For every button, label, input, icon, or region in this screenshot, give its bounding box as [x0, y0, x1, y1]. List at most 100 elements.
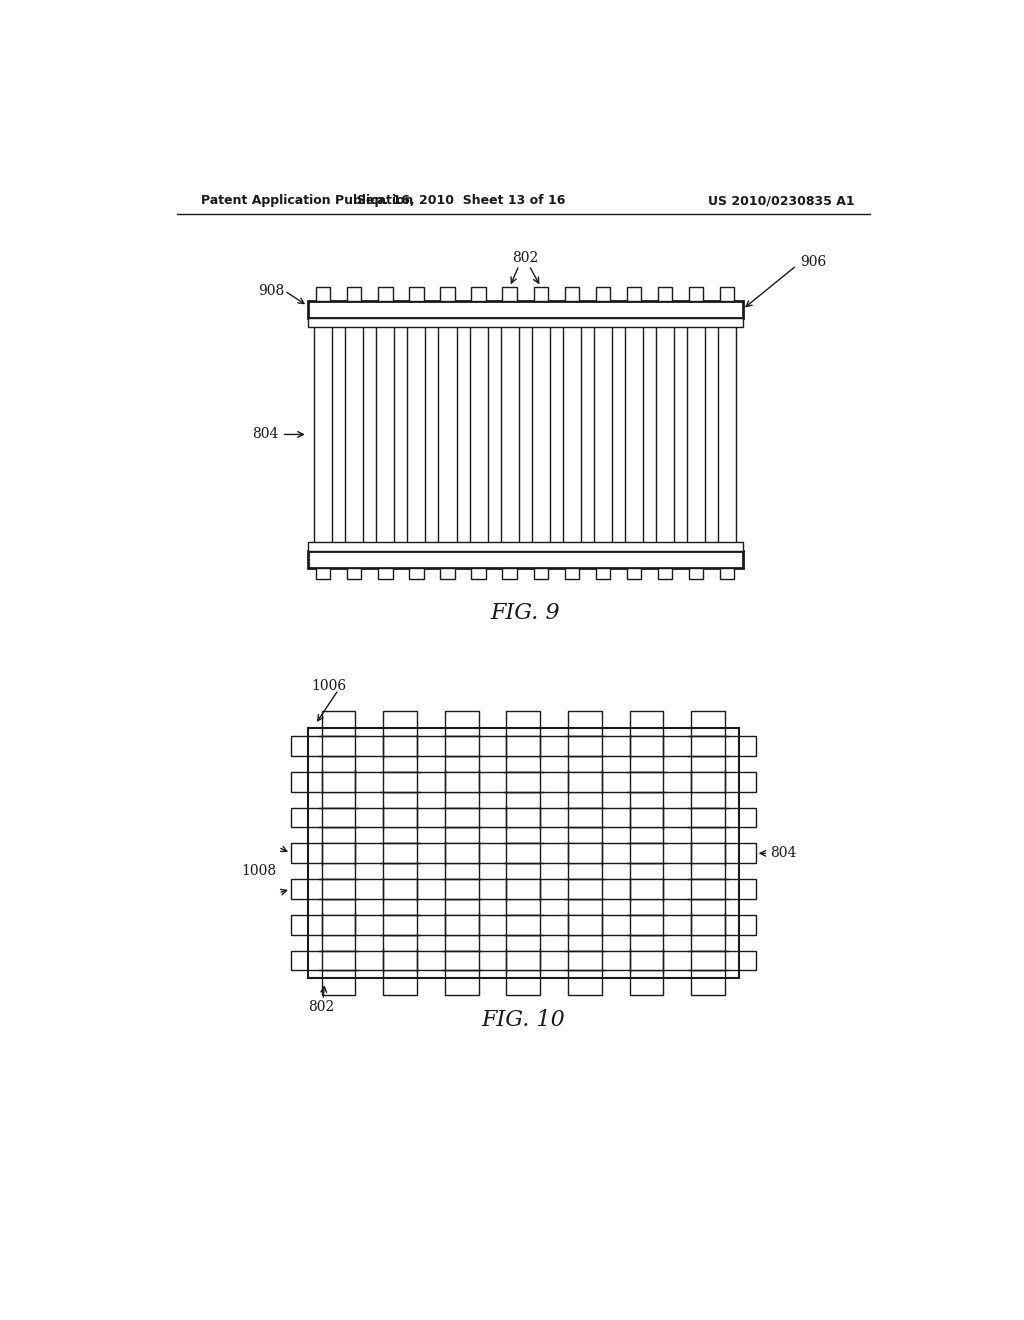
Bar: [506, 808, 541, 828]
Bar: [322, 843, 355, 863]
Text: Sep. 16, 2010  Sheet 13 of 16: Sep. 16, 2010 Sheet 13 of 16: [357, 194, 566, 207]
Bar: [691, 772, 725, 792]
Text: Patent Application Publication: Patent Application Publication: [202, 194, 414, 207]
Bar: [501, 318, 519, 552]
Bar: [378, 286, 392, 301]
Bar: [506, 915, 541, 935]
Bar: [383, 879, 417, 899]
Bar: [506, 950, 541, 970]
Bar: [410, 568, 424, 578]
Bar: [307, 301, 742, 318]
Bar: [630, 950, 664, 970]
Text: 804: 804: [770, 846, 796, 861]
Bar: [322, 843, 355, 863]
Bar: [503, 286, 517, 301]
Bar: [691, 711, 725, 995]
Bar: [378, 568, 392, 578]
Bar: [568, 737, 602, 756]
Bar: [383, 843, 417, 863]
Bar: [444, 915, 478, 935]
Bar: [506, 711, 541, 995]
Bar: [383, 772, 417, 792]
Bar: [444, 711, 478, 995]
Bar: [625, 318, 643, 552]
Bar: [322, 737, 355, 756]
Bar: [383, 950, 417, 970]
Bar: [568, 711, 602, 995]
Bar: [506, 772, 541, 792]
Bar: [630, 843, 664, 863]
Bar: [444, 737, 478, 756]
Bar: [657, 286, 672, 301]
Bar: [314, 318, 332, 552]
Bar: [691, 879, 725, 899]
Text: 1006: 1006: [311, 678, 347, 693]
Text: 908: 908: [258, 284, 285, 298]
Bar: [444, 915, 478, 935]
Bar: [568, 772, 602, 792]
Bar: [291, 915, 756, 935]
Bar: [630, 879, 664, 899]
Bar: [720, 286, 734, 301]
Bar: [630, 737, 664, 756]
Bar: [627, 286, 641, 301]
Bar: [322, 808, 355, 828]
Bar: [506, 950, 541, 970]
Bar: [444, 808, 478, 828]
Bar: [322, 772, 355, 792]
Bar: [630, 772, 664, 792]
Bar: [689, 568, 703, 578]
Bar: [316, 286, 331, 301]
Bar: [291, 879, 756, 899]
Bar: [444, 950, 478, 970]
Bar: [657, 568, 672, 578]
Bar: [691, 915, 725, 935]
Bar: [383, 808, 417, 828]
Bar: [630, 808, 664, 828]
Bar: [630, 808, 664, 828]
Bar: [347, 286, 361, 301]
Bar: [564, 286, 579, 301]
Text: FIG. 10: FIG. 10: [481, 1010, 565, 1031]
Bar: [689, 286, 703, 301]
Bar: [506, 843, 541, 863]
Bar: [322, 915, 355, 935]
Bar: [444, 950, 478, 970]
Bar: [718, 318, 736, 552]
Bar: [630, 915, 664, 935]
Bar: [291, 737, 756, 756]
Bar: [506, 915, 541, 935]
Bar: [322, 950, 355, 970]
Bar: [531, 318, 550, 552]
Bar: [470, 318, 487, 552]
Bar: [506, 737, 541, 756]
Bar: [630, 772, 664, 792]
Bar: [691, 950, 725, 970]
Bar: [568, 950, 602, 970]
Bar: [444, 879, 478, 899]
Bar: [322, 772, 355, 792]
Bar: [345, 318, 364, 552]
Bar: [568, 808, 602, 828]
Bar: [291, 950, 756, 970]
Bar: [596, 286, 610, 301]
Bar: [691, 950, 725, 970]
Bar: [307, 729, 739, 978]
Bar: [383, 879, 417, 899]
Bar: [440, 286, 455, 301]
Bar: [568, 950, 602, 970]
Bar: [630, 879, 664, 899]
Bar: [322, 950, 355, 970]
Text: 804: 804: [252, 428, 279, 441]
Bar: [444, 772, 478, 792]
Bar: [471, 286, 485, 301]
Bar: [438, 318, 457, 552]
Bar: [568, 879, 602, 899]
Bar: [691, 808, 725, 828]
Bar: [687, 318, 706, 552]
Bar: [383, 915, 417, 935]
Bar: [291, 808, 756, 828]
Bar: [506, 808, 541, 828]
Bar: [568, 915, 602, 935]
Bar: [383, 772, 417, 792]
